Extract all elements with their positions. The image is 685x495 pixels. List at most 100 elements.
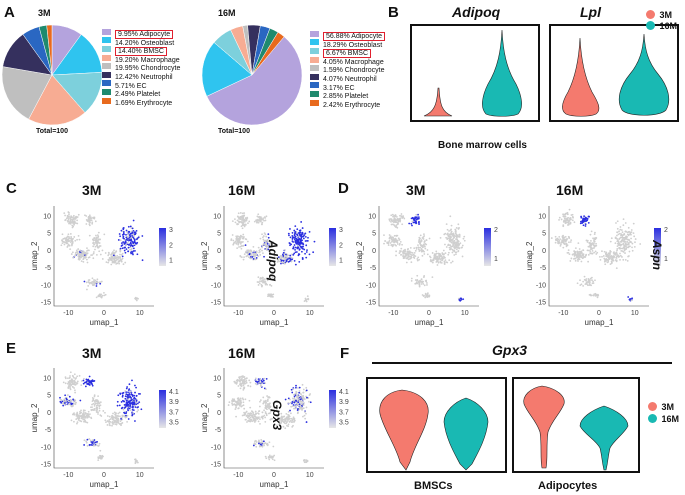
umap-point (455, 248, 458, 251)
umap-point (394, 214, 397, 217)
umap-point (397, 237, 400, 240)
umap-y-tick: 10 (368, 213, 376, 220)
umap-point (243, 253, 246, 256)
umap-point (88, 217, 91, 220)
umap-point (75, 216, 78, 218)
umap-point (305, 256, 308, 259)
umap-point (394, 243, 396, 246)
violin-f-adipocyte-16m (579, 405, 629, 471)
umap-point (62, 237, 65, 240)
umap-point (454, 247, 456, 250)
umap-point (417, 280, 420, 283)
umap-point (77, 258, 80, 261)
violin-gene-adipoq: Adipoq (452, 4, 501, 20)
violin-f-bmsc-16m (443, 397, 489, 471)
umap-point (84, 214, 86, 217)
umap-point (285, 260, 288, 263)
umap-point (127, 246, 130, 249)
umap-point (300, 250, 303, 253)
umap-point (291, 234, 294, 237)
umap-point (458, 298, 461, 301)
umap-point (458, 247, 461, 250)
color-scale-tick: 2 (339, 242, 343, 249)
umap-point (242, 236, 245, 239)
umap-point (431, 261, 434, 264)
legend-text: 19.95% Chondrocyte (115, 65, 181, 73)
umap-point (585, 217, 588, 220)
umap-point (67, 217, 70, 220)
umap-point (439, 236, 442, 239)
umap-point (417, 216, 420, 219)
umap-point (80, 260, 83, 263)
umap-point (405, 261, 408, 264)
umap-point (132, 233, 135, 236)
umap-point (248, 252, 251, 255)
umap-point (571, 215, 574, 218)
legend-row: 2.49% Platelet (102, 88, 160, 98)
umap-point (132, 219, 135, 222)
umap-point (85, 223, 88, 225)
umap-point (428, 237, 431, 240)
umap-point (248, 256, 250, 259)
umap-point (453, 254, 456, 256)
umap-point (66, 235, 69, 238)
umap-y-tick: -15 (366, 300, 376, 307)
umap-point (396, 243, 399, 245)
umap-point (78, 254, 81, 256)
umap-point (83, 256, 86, 259)
umap-point (455, 234, 458, 237)
umap-point (424, 247, 427, 250)
umap-point (283, 262, 286, 265)
umap-point (456, 239, 459, 242)
umap-point (63, 237, 66, 240)
umap-point (399, 214, 401, 217)
umap-point (390, 220, 392, 223)
umap-point (108, 253, 110, 255)
umap-point (69, 241, 72, 244)
umap-point (569, 241, 572, 243)
umap-point (244, 238, 247, 240)
umap-point (460, 297, 462, 300)
umap-point (291, 231, 294, 234)
umap-point (261, 249, 263, 252)
umap-point (455, 227, 458, 229)
umap-point (240, 235, 243, 238)
umap-point (68, 240, 71, 242)
umap-point (239, 212, 242, 214)
umap-point (85, 281, 88, 284)
umap-point (77, 255, 80, 258)
legend-dot-16m (646, 21, 655, 31)
umap-point (447, 237, 450, 240)
umap-point (126, 242, 129, 244)
umap-point (425, 243, 428, 246)
umap-point (284, 254, 287, 257)
umap-point (254, 258, 257, 261)
umap-point (282, 254, 285, 257)
umap-point (297, 247, 300, 249)
umap-point (298, 235, 301, 238)
legend-swatch (102, 54, 111, 61)
umap-point (583, 221, 586, 224)
umap-point (278, 257, 281, 260)
umap-y-tick: 0 (372, 248, 376, 255)
umap-point (280, 259, 283, 262)
umap-point (289, 228, 291, 230)
umap-point (404, 252, 406, 255)
umap-point (71, 251, 74, 254)
umap-point (395, 215, 398, 218)
legend-text: 18.29% Osteoblast (323, 41, 383, 49)
umap-point (565, 219, 568, 222)
umap-point (123, 237, 125, 240)
umap-point (426, 292, 429, 295)
umap-point (395, 224, 398, 227)
umap-point (103, 291, 105, 294)
umap-point (135, 299, 138, 302)
umap-point (81, 251, 84, 254)
umap-point (399, 220, 401, 223)
umap-point (584, 220, 587, 223)
umap-point (457, 227, 460, 230)
umap-point (418, 282, 421, 285)
umap-point (246, 216, 249, 219)
umap-point (581, 221, 584, 224)
umap-point (136, 241, 139, 244)
